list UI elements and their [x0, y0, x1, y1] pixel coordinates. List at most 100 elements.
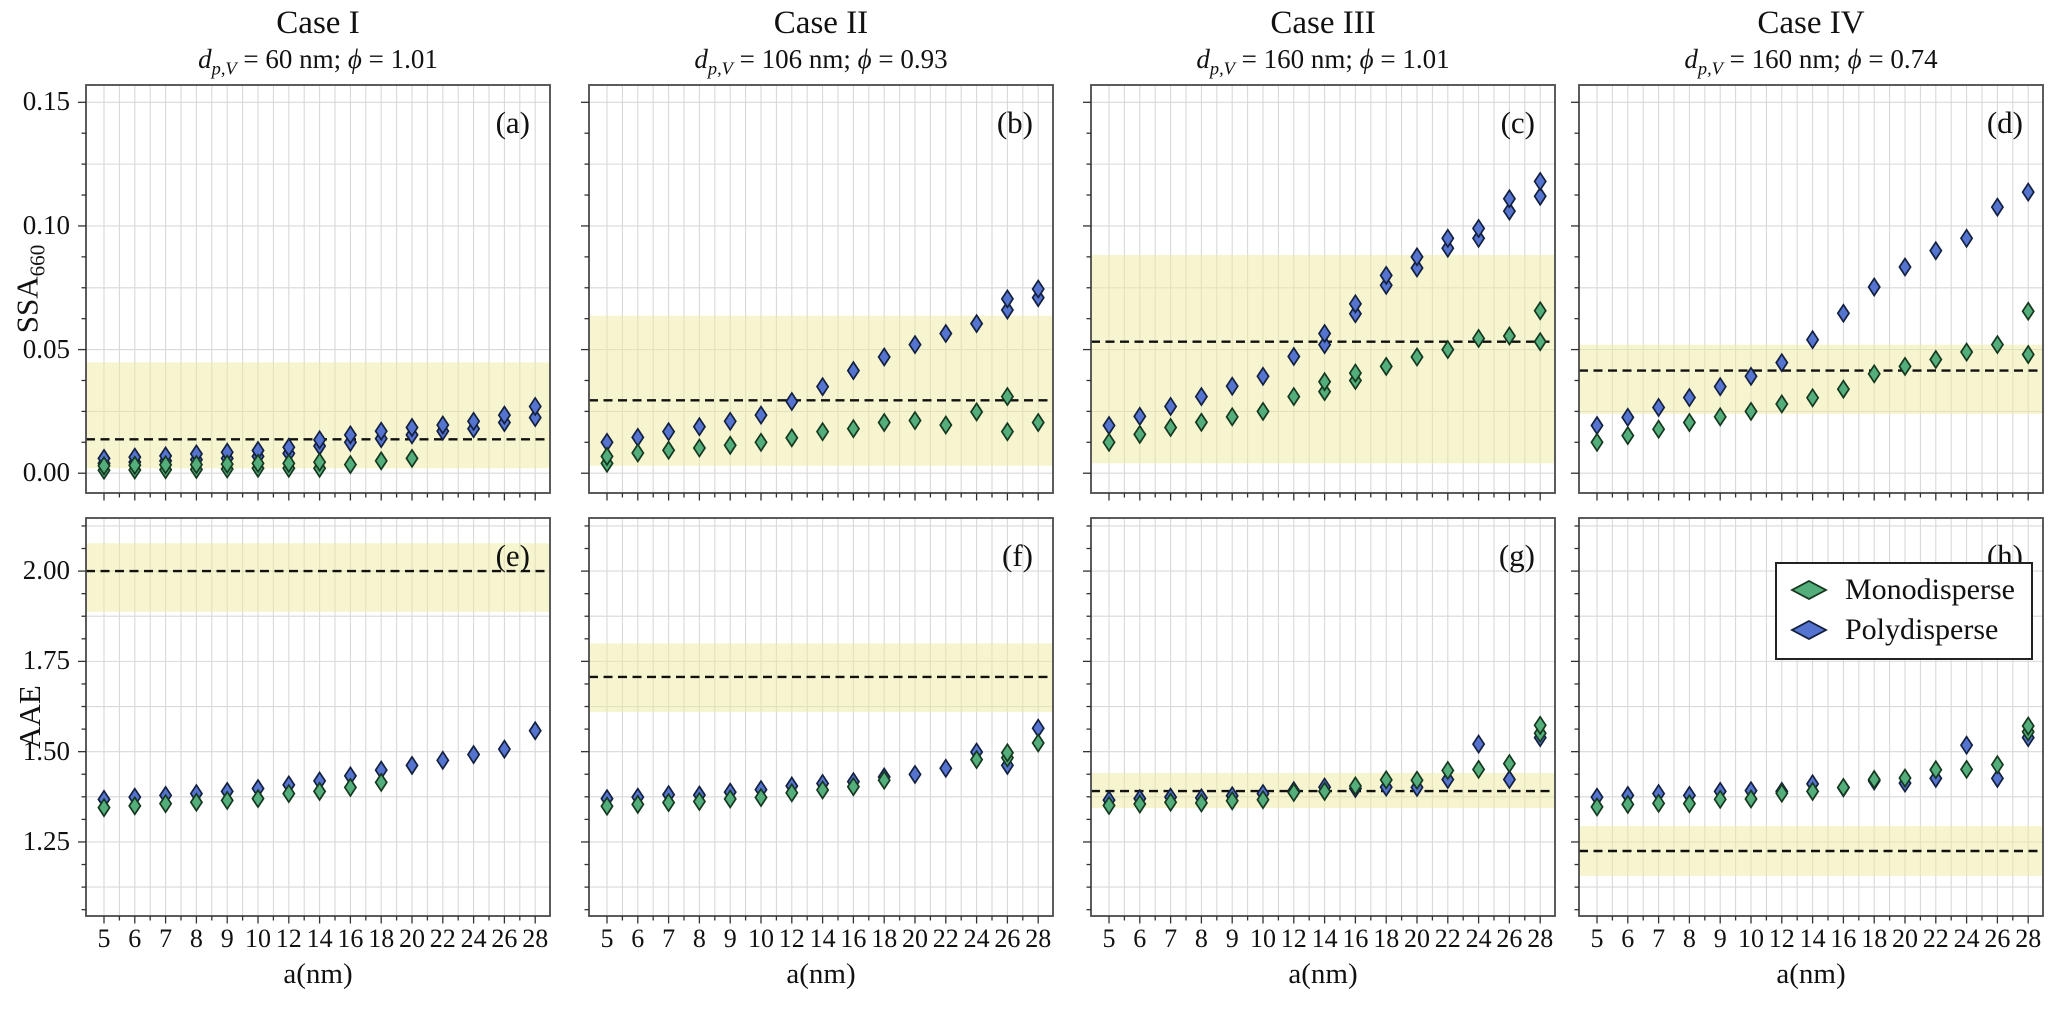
monodisperse-marker — [1163, 792, 1178, 813]
monodisperse-marker — [692, 437, 707, 459]
polydisperse-marker — [1898, 256, 1912, 278]
x-tick-label: 20 — [399, 924, 425, 953]
x-tick-label: 28 — [2015, 924, 2042, 953]
x-tick-label: 7 — [159, 924, 173, 953]
monodisperse-marker — [1348, 775, 1363, 797]
x-tick-label: 8 — [189, 924, 203, 953]
monodisperse-marker — [1502, 325, 1517, 347]
polydisperse-marker — [1990, 768, 2005, 789]
x-tick-label: 14 — [1311, 924, 1338, 953]
panel-border — [1578, 84, 2044, 494]
x-tick-label: 12 — [275, 924, 302, 953]
monodisperse-marker — [1410, 770, 1424, 791]
monodisperse-marker — [312, 781, 327, 802]
x-tick-label: 9 — [1225, 924, 1239, 953]
polydisperse-marker — [405, 755, 419, 776]
panel-letter: (a) — [496, 105, 530, 140]
polydisperse-marker — [1000, 299, 1015, 321]
polydisperse-marker — [877, 346, 891, 368]
x-tick-label: 16 — [337, 924, 364, 953]
polydisperse-marker — [939, 758, 953, 779]
x-tick-label: 5 — [1590, 924, 1604, 953]
monodisperse-marker — [631, 794, 645, 815]
panel-border — [588, 517, 1054, 917]
case-subtitle: dp,V = 60 nm; ϕ = 1.01 — [198, 44, 438, 79]
monodisperse-marker — [1836, 379, 1851, 400]
axis-ticks — [1571, 101, 2029, 501]
polydisperse-marker — [723, 411, 737, 432]
monodisperse-marker — [1533, 300, 1547, 321]
polydisperse-marker — [1502, 201, 1517, 222]
y-axis-label-ssa: SSA660 — [9, 245, 50, 334]
panel-border — [85, 84, 551, 494]
case-subtitle: dp,V = 160 nm; ϕ = 0.74 — [1684, 44, 1938, 79]
y-axis-label-ssa-text: SSA — [9, 276, 45, 334]
monodisperse-marker — [343, 777, 358, 798]
plot-area: (a) — [78, 84, 551, 501]
monodisperse-marker — [1379, 356, 1393, 377]
polydisperse-marker — [497, 405, 512, 426]
monodisperse-marker — [846, 418, 861, 439]
x-tick-label: 14 — [809, 924, 836, 953]
monodisperse-marker — [1031, 732, 1045, 754]
monodisperse-marker — [1775, 783, 1789, 804]
monodisperse-marker — [282, 783, 296, 804]
polydisperse-marker — [785, 391, 799, 412]
x-tick-label: 6 — [128, 924, 142, 953]
monodisperse-marker — [754, 432, 768, 453]
polydisperse-marker — [528, 396, 542, 417]
polydisperse-marker — [528, 720, 542, 741]
monodisperse-marker — [785, 427, 799, 448]
polydisperse-marker — [1163, 396, 1178, 417]
x-tick-label: 18 — [1861, 924, 1888, 953]
gridlines — [589, 518, 1053, 916]
polydisperse-marker — [1031, 278, 1045, 300]
polydisperse-marker — [1744, 366, 1758, 387]
x-tick-label: 14 — [306, 924, 333, 953]
polydisperse-marker-icon — [1790, 619, 1828, 641]
monodisperse-marker — [97, 455, 111, 476]
polydisperse-marker — [1929, 240, 1943, 261]
y-tick-label: 0.00 — [22, 457, 70, 488]
reference-band — [86, 543, 550, 612]
y-tick-label: 2.00 — [22, 555, 70, 586]
x-tick-label: 16 — [1342, 924, 1369, 953]
x-tick-label: 22 — [429, 924, 456, 953]
legend: Monodisperse Polydisperse — [1775, 562, 2033, 660]
polydisperse-marker — [1990, 197, 2005, 218]
monodisperse-marker — [1133, 424, 1147, 445]
monodisperse-marker — [1533, 331, 1547, 352]
x-tick-label: 10 — [1738, 924, 1764, 953]
x-tick-label: 8 — [1682, 924, 1696, 953]
panel-letter: (d) — [1987, 105, 2023, 140]
polydisperse-marker — [908, 334, 922, 355]
x-tick-label: 10 — [245, 924, 271, 953]
polydisperse-marker — [1502, 769, 1517, 790]
polydisperse-marker — [466, 744, 481, 765]
monodisperse-marker — [969, 401, 984, 422]
monodisperse-marker — [1502, 753, 1517, 774]
polydisperse-marker — [939, 323, 953, 344]
monodisperse-marker — [1744, 788, 1758, 810]
case-title: Case I — [276, 5, 360, 41]
monodisperse-marker — [723, 435, 737, 456]
monodisperse-marker — [343, 454, 358, 475]
monodisperse-marker — [1163, 417, 1178, 438]
x-tick-label: 8 — [692, 924, 706, 953]
polydisperse-marker — [436, 414, 450, 436]
polydisperse-marker — [343, 424, 358, 445]
panel-border — [1090, 517, 1556, 917]
monodisperse-marker — [1713, 406, 1727, 427]
x-tick-label: 5 — [97, 924, 111, 953]
monodisperse-marker — [939, 414, 953, 436]
polydisperse-marker — [1000, 288, 1015, 309]
panel-d: (d) — [1571, 84, 2044, 501]
case-title: Case IV — [1757, 5, 1865, 41]
monodisperse-marker — [1225, 406, 1239, 427]
x-tick-label: 18 — [871, 924, 898, 953]
x-axis-label: a(nm) — [1288, 958, 1358, 990]
x-tick-label: 9 — [1713, 924, 1727, 953]
polydisperse-marker — [815, 376, 830, 397]
monodisperse-marker — [1867, 769, 1881, 790]
